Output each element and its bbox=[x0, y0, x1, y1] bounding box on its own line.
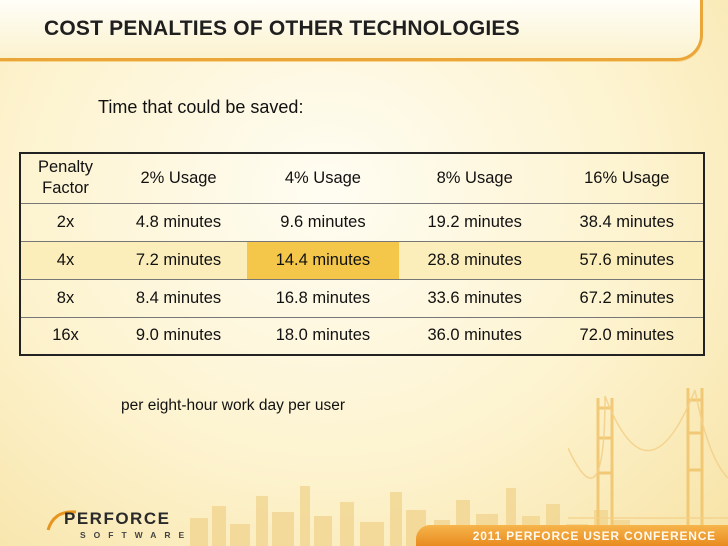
cell: 9.6 minutes bbox=[247, 202, 399, 241]
golden-gate-bridge-graphic bbox=[568, 388, 728, 546]
slide-subtitle: Time that could be saved: bbox=[98, 97, 304, 117]
cell: 9.0 minutes bbox=[110, 316, 248, 355]
cell: 16.8 minutes bbox=[247, 278, 399, 317]
cell: 38.4 minutes bbox=[550, 202, 704, 241]
logo-swoosh-icon bbox=[46, 510, 77, 531]
table-row: 8x 8.4 minutes 16.8 minutes 33.6 minutes… bbox=[20, 278, 704, 317]
conference-banner: 2011 PERFORCE USER CONFERENCE bbox=[416, 525, 728, 546]
table-row-highlighted: 4x 7.2 minutes 14.4 minutes 28.8 minutes… bbox=[20, 240, 704, 279]
cell: 67.2 minutes bbox=[550, 278, 704, 317]
table-footnote: per eight-hour work day per user bbox=[121, 397, 346, 414]
cell: 7.2 minutes bbox=[110, 240, 248, 279]
header-penalty-line1: Penalty bbox=[37, 158, 94, 177]
cell-highlighted: 14.4 minutes bbox=[247, 240, 399, 279]
header-16pct: 16% Usage bbox=[550, 152, 704, 203]
conference-banner-text: 2011 PERFORCE USER CONFERENCE bbox=[472, 529, 716, 543]
header-2pct: 2% Usage bbox=[110, 152, 248, 203]
table-row: 2x 4.8 minutes 9.6 minutes 19.2 minutes … bbox=[20, 202, 704, 241]
header-8pct: 8% Usage bbox=[398, 152, 551, 203]
cell: 19.2 minutes bbox=[398, 202, 551, 241]
perforce-logo: PERFORCE SOFTWARE bbox=[44, 506, 184, 546]
cell: 8.4 minutes bbox=[110, 278, 248, 317]
cell-factor: 16x bbox=[20, 316, 111, 355]
cell: 36.0 minutes bbox=[398, 316, 551, 355]
time-saved-table: Penalty Factor 2% Usage 4% Usage 8% Usag… bbox=[19, 152, 705, 356]
cell: 28.8 minutes bbox=[398, 240, 551, 279]
table-header-row: Penalty Factor 2% Usage 4% Usage 8% Usag… bbox=[20, 152, 704, 203]
logo-tagline: SOFTWARE bbox=[80, 530, 193, 540]
cell: 33.6 minutes bbox=[398, 278, 551, 317]
cell-factor: 4x bbox=[20, 240, 111, 279]
cell-factor: 2x bbox=[20, 202, 111, 241]
header-penalty-factor: Penalty Factor bbox=[20, 152, 111, 203]
cell: 4.8 minutes bbox=[110, 202, 248, 241]
logo-wordmark: PERFORCE bbox=[64, 509, 171, 528]
title-bar: COST PENALTIES OF OTHER TECHNOLOGIES bbox=[0, 0, 703, 61]
cell: 18.0 minutes bbox=[247, 316, 399, 355]
cell-factor: 8x bbox=[20, 278, 111, 317]
header-4pct: 4% Usage bbox=[247, 152, 399, 203]
table-row: 16x 9.0 minutes 18.0 minutes 36.0 minute… bbox=[20, 316, 704, 355]
slide-title: COST PENALTIES OF OTHER TECHNOLOGIES bbox=[44, 17, 520, 40]
cell: 72.0 minutes bbox=[550, 316, 704, 355]
cell: 57.6 minutes bbox=[550, 240, 704, 279]
header-penalty-line2: Factor bbox=[42, 179, 89, 198]
